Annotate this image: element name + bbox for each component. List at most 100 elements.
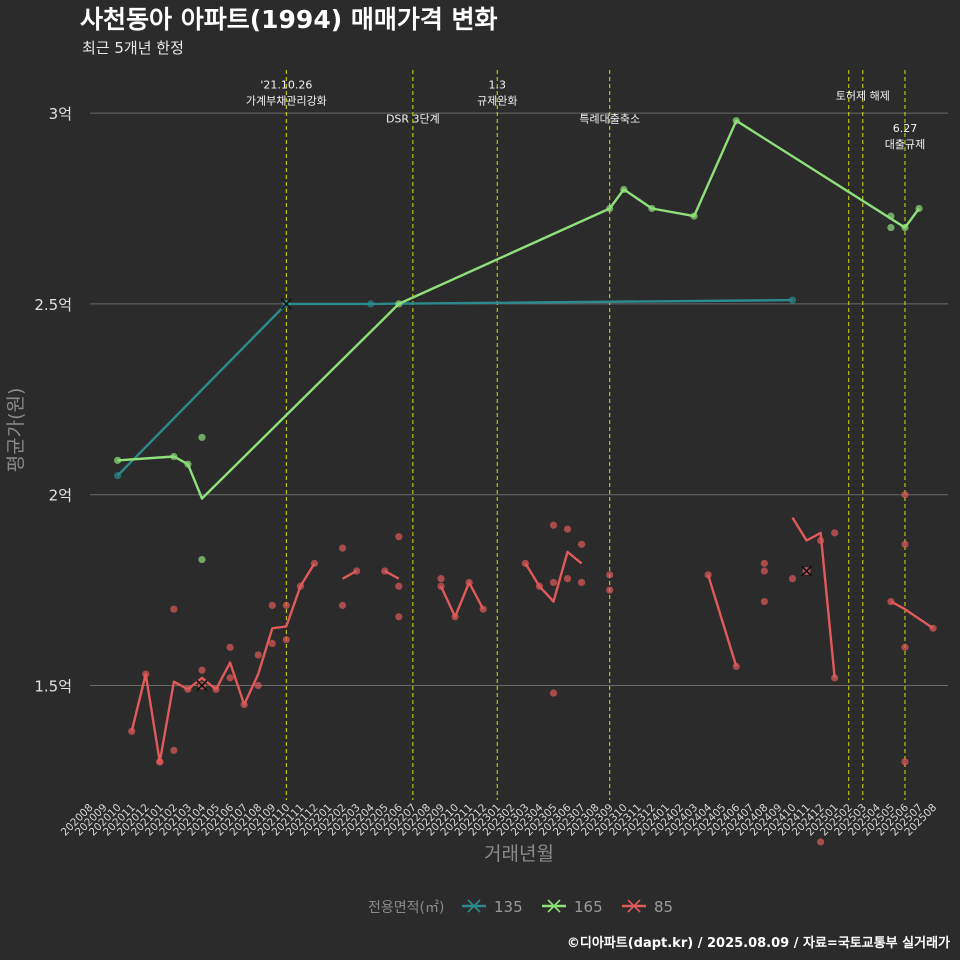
- legend-key-135: [462, 899, 486, 913]
- y-tick-label: 2억: [49, 487, 72, 505]
- data-point: [535, 582, 544, 590]
- data-point: [114, 456, 122, 464]
- data-point: [198, 555, 206, 564]
- series-165: [114, 117, 923, 564]
- series-135: [114, 296, 797, 480]
- data-point: [282, 636, 290, 644]
- data-point: [549, 521, 558, 529]
- data-point: [240, 700, 248, 709]
- event-label: 1.3 규제완화: [477, 78, 517, 107]
- chart-title: 사천동아 아파트(1994) 매매가격 변화: [80, 5, 498, 34]
- y-tick-label: 2.5억: [34, 296, 72, 314]
- data-point: [788, 575, 797, 583]
- data-point: [437, 575, 445, 583]
- data-point: [704, 571, 712, 579]
- data-point: [788, 296, 797, 304]
- x-marker: [196, 679, 208, 692]
- series-85: [128, 491, 937, 846]
- data-point: [170, 605, 178, 613]
- data-point: [549, 578, 558, 587]
- data-point: [381, 567, 389, 575]
- data-point: [128, 727, 136, 735]
- x-marker: [280, 298, 292, 310]
- data-point: [437, 582, 445, 590]
- data-point: [184, 685, 192, 693]
- series-line: [890, 600, 934, 630]
- data-point: [901, 223, 909, 232]
- series-line: [130, 562, 316, 763]
- data-point: [901, 758, 909, 766]
- y-axis-ticks: 1.5억 2억 2.5억 3억: [34, 105, 72, 695]
- event-label: '21.10.26 가계부채관리강화: [246, 78, 327, 107]
- data-point: [901, 540, 909, 548]
- data-point: [521, 559, 529, 567]
- legend-label: 165: [574, 898, 603, 916]
- data-point: [395, 300, 403, 308]
- legend-label: 135: [494, 898, 523, 916]
- data-point: [338, 544, 347, 552]
- y-tick-label: 1.5억: [34, 678, 72, 696]
- data-point: [226, 643, 234, 651]
- gridlines: [90, 112, 948, 686]
- series-line: [524, 550, 583, 603]
- data-point: [648, 204, 656, 213]
- x-axis-title: 거래년월: [484, 843, 554, 865]
- event-label: 특례대출축소: [579, 113, 640, 126]
- legend-key-165: [542, 899, 566, 913]
- data-point: [198, 433, 206, 442]
- data-point: [156, 758, 164, 766]
- data-point: [296, 582, 304, 590]
- data-point: [732, 117, 740, 125]
- event-label: 토허제 해제: [836, 89, 890, 103]
- data-point: [367, 300, 375, 308]
- data-point: [887, 223, 895, 232]
- data-point: [760, 567, 768, 575]
- x-axis-ticks: 2020082020092020102020112020122021012021…: [59, 801, 939, 838]
- series-line: [116, 298, 793, 477]
- data-point: [198, 666, 206, 674]
- data-point: [901, 491, 909, 499]
- data-point: [887, 597, 895, 606]
- data-point: [563, 525, 572, 533]
- data-point: [114, 472, 122, 480]
- series-line: [439, 581, 485, 618]
- data-point: [760, 597, 768, 606]
- data-point: [254, 651, 262, 659]
- data-point: [549, 689, 558, 697]
- data-point: [606, 204, 614, 213]
- data-point: [606, 571, 614, 579]
- data-point: [212, 685, 220, 693]
- data-point: [170, 746, 178, 754]
- y-tick-label: 3억: [49, 105, 72, 123]
- data-point: [578, 540, 586, 548]
- data-point: [831, 529, 839, 537]
- chart-caption: ©디아파트(dapt.kr) / 2025.08.09 / 자료=국토교통부 실…: [567, 935, 950, 951]
- data-point: [915, 204, 923, 213]
- data-point: [901, 643, 909, 651]
- legend-label: 85: [654, 898, 673, 916]
- data-point: [254, 681, 262, 690]
- event-label: DSR 3단계: [386, 113, 440, 126]
- data-point: [282, 601, 290, 609]
- legend-key-85: [622, 899, 646, 913]
- data-point: [817, 838, 825, 846]
- series-line: [791, 516, 836, 679]
- data-point: [563, 575, 572, 583]
- data-point: [929, 624, 937, 632]
- legend: 전용면적(㎡) 135 165 85: [368, 898, 673, 916]
- data-point: [760, 559, 768, 567]
- series-layer: [114, 117, 937, 846]
- data-point: [395, 613, 403, 621]
- data-point: [226, 674, 234, 682]
- data-point: [732, 662, 740, 671]
- data-point: [395, 582, 403, 590]
- data-point: [465, 578, 473, 587]
- data-point: [887, 212, 895, 220]
- series-line: [117, 119, 920, 500]
- data-point: [353, 567, 361, 575]
- event-label: 6.27 대출규제: [885, 122, 925, 151]
- data-point: [620, 185, 628, 194]
- data-point: [578, 578, 586, 587]
